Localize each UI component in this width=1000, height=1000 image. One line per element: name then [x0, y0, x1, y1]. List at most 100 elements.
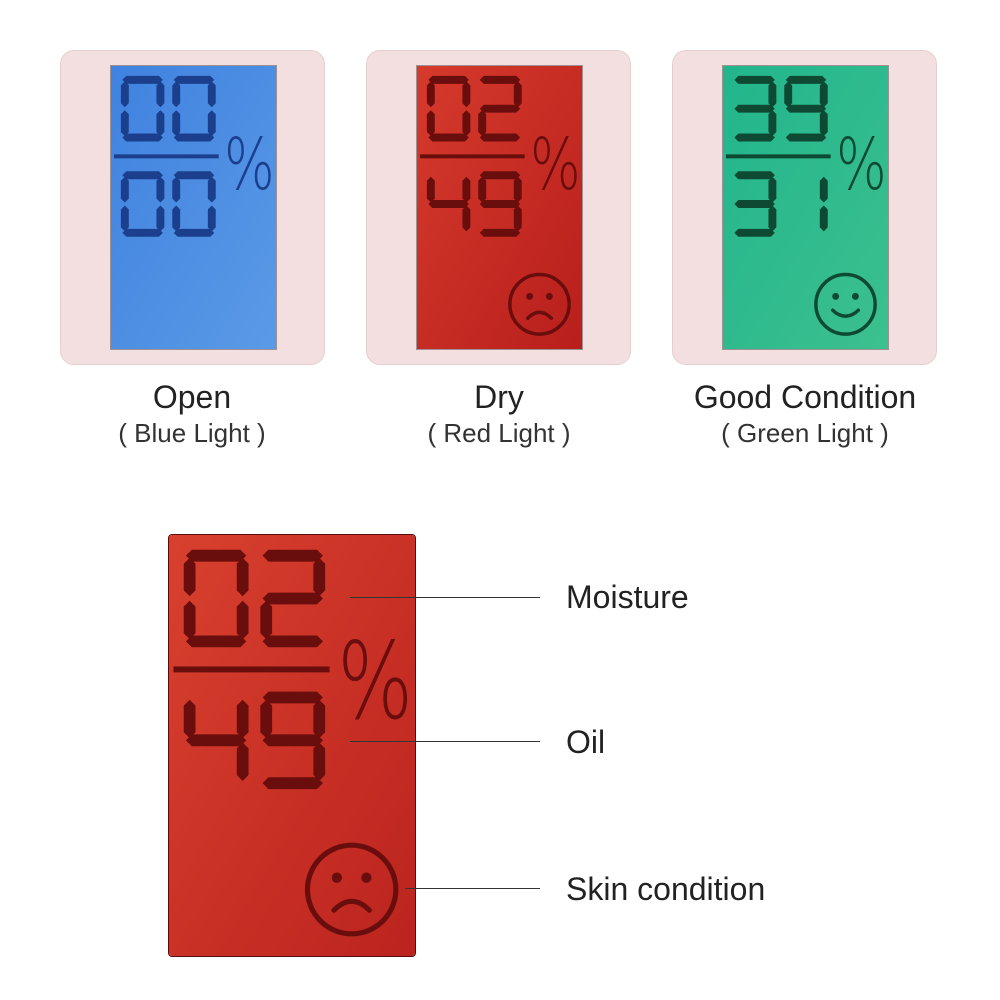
oil-leader-line: [350, 741, 540, 742]
lcd-digit: [183, 549, 249, 648]
lcd-digit: [734, 75, 777, 142]
lcd-segment: [426, 81, 435, 108]
lcd-segment: [236, 699, 249, 739]
lcd-segment: [122, 133, 163, 142]
lcd-segment: [462, 205, 471, 232]
lcd-segment: [183, 600, 196, 640]
label-oil: Oil: [566, 724, 606, 760]
lcd-segment: [785, 133, 827, 142]
lcd-segment: [260, 600, 273, 640]
lcd-segment: [819, 205, 828, 232]
lcd-segment: [172, 81, 181, 108]
lcd-background: [111, 66, 276, 349]
lcd-segment: [768, 205, 777, 232]
caption-subtitle: ( Blue Light ): [118, 418, 266, 448]
lcd-segment: [183, 557, 196, 597]
lcd-segment: [479, 200, 521, 208]
lcd-segment: [785, 75, 827, 84]
lcd-segment: [426, 110, 435, 137]
lcd-segment: [122, 75, 163, 84]
lcd-segment: [122, 171, 163, 180]
lcd-divider: [113, 154, 219, 159]
lcd-digit: [819, 176, 828, 232]
caption-good: Good Condition( Green Light ): [645, 378, 965, 450]
caption-dry: Dry( Red Light ): [339, 378, 659, 450]
lcd-display-blue: %: [110, 65, 277, 350]
lcd-segment: [313, 742, 326, 781]
caption-subtitle: ( Green Light ): [721, 418, 889, 448]
lcd-digit: [120, 75, 165, 142]
sad-face-icon: [508, 272, 571, 336]
lcd-segment: [183, 699, 196, 739]
caption-title: Open: [152, 379, 232, 415]
lcd-segment: [236, 557, 249, 597]
lcd-segment: [262, 635, 323, 648]
lcd-segment: [513, 176, 522, 203]
lcd-segment: [479, 104, 521, 113]
lcd-digit: [734, 171, 777, 237]
lcd-digit: [120, 171, 165, 237]
lcd-segment: [156, 176, 165, 203]
percent-unit: %: [337, 621, 413, 744]
lcd-segment: [462, 81, 471, 108]
lcd-display-red: %: [416, 65, 583, 350]
happy-face-icon: [814, 272, 877, 336]
lcd-segment: [462, 110, 471, 137]
lcd-segment: [120, 176, 129, 203]
lcd-segment: [156, 110, 165, 137]
lcd-segment: [734, 75, 775, 84]
lcd-segment: [207, 81, 216, 108]
lcd-segment: [120, 81, 129, 108]
lcd-segment: [172, 205, 181, 232]
caption-title: Good Condition: [693, 379, 917, 415]
label-skin-condition: Skin condition: [566, 871, 766, 907]
lcd-segment: [513, 205, 522, 232]
card-dry: %: [366, 50, 631, 365]
lcd-segment: [260, 699, 273, 739]
lcd-digit: [260, 691, 326, 790]
lcd-segment: [768, 110, 777, 137]
lcd-digit: [478, 171, 522, 237]
lcd-segment: [156, 81, 165, 108]
lcd-segment: [819, 110, 828, 137]
lcd-segment: [313, 699, 326, 739]
skin-leader-line: [405, 888, 540, 889]
lcd-segment: [172, 110, 181, 137]
lcd-segment: [262, 691, 323, 704]
lcd-digit: [478, 75, 522, 142]
lcd-segment: [236, 742, 249, 781]
lcd-segment: [173, 133, 215, 142]
lcd-segment: [120, 110, 129, 137]
lcd-segment: [172, 176, 181, 203]
percent-unit: %: [530, 122, 581, 206]
caption-open: Open( Blue Light ): [32, 378, 352, 450]
sad-face-icon: [304, 842, 399, 937]
percent-unit: %: [836, 122, 887, 206]
lcd-segment: [513, 81, 522, 108]
lcd-detail-display: %: [168, 534, 416, 957]
lcd-segment: [185, 549, 247, 562]
lcd-segment: [207, 110, 216, 137]
lcd-segment: [734, 104, 775, 113]
lcd-segment: [479, 171, 521, 180]
lcd-segment: [734, 171, 775, 180]
lcd-segment: [785, 104, 827, 113]
lcd-segment: [479, 228, 521, 237]
lcd-display-green: %: [722, 65, 889, 350]
lcd-segment: [819, 81, 828, 108]
lcd-segment: [462, 176, 471, 203]
lcd-digit: [183, 699, 249, 781]
lcd-segment: [262, 592, 323, 605]
lcd-digit: [426, 75, 471, 142]
card-open: %: [60, 50, 325, 365]
lcd-segment: [428, 75, 469, 84]
lcd-segment: [236, 600, 249, 640]
lcd-segment: [784, 81, 793, 108]
lcd-digit: [784, 75, 828, 142]
lcd-digit: [260, 549, 326, 648]
lcd-segment: [122, 228, 163, 237]
lcd-segment: [313, 557, 326, 597]
lcd-segment: [120, 205, 129, 232]
lcd-segment: [819, 176, 828, 203]
lcd-segment: [428, 133, 469, 142]
